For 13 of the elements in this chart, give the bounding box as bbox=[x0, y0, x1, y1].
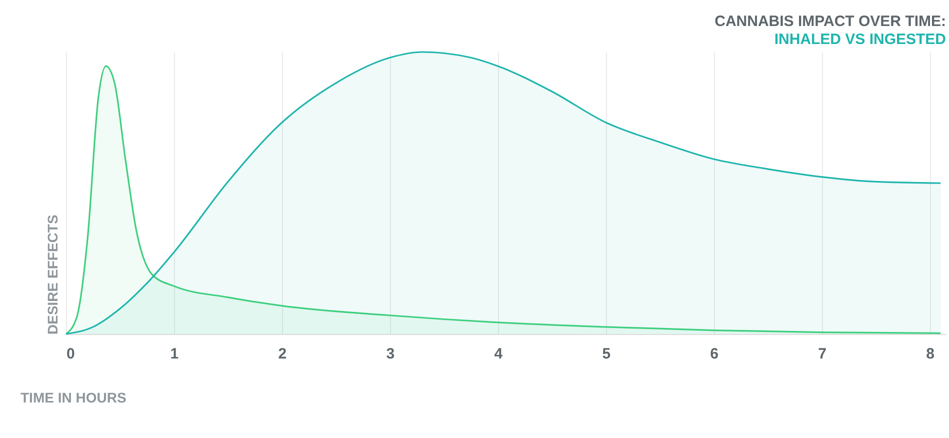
x-tick-label: 3 bbox=[386, 346, 395, 362]
x-tick-label: 1 bbox=[170, 346, 179, 362]
x-tick-label: 4 bbox=[494, 346, 504, 362]
x-tick-label: 7 bbox=[818, 346, 826, 362]
x-axis-title: TIME IN HOURS bbox=[20, 390, 126, 406]
x-tick-label: 0 bbox=[66, 346, 75, 362]
y-axis-title: DESIRE EFFECTS bbox=[44, 214, 60, 334]
x-tick-label: 8 bbox=[926, 346, 934, 362]
chart-title: CANNABIS IMPACT OVER TIME: bbox=[714, 13, 946, 30]
chart-subtitle: INHALED VS INGESTED bbox=[774, 31, 946, 48]
x-tick-label: 5 bbox=[602, 346, 611, 362]
x-tick-label: 6 bbox=[710, 346, 719, 362]
x-tick-label: 2 bbox=[278, 346, 287, 362]
